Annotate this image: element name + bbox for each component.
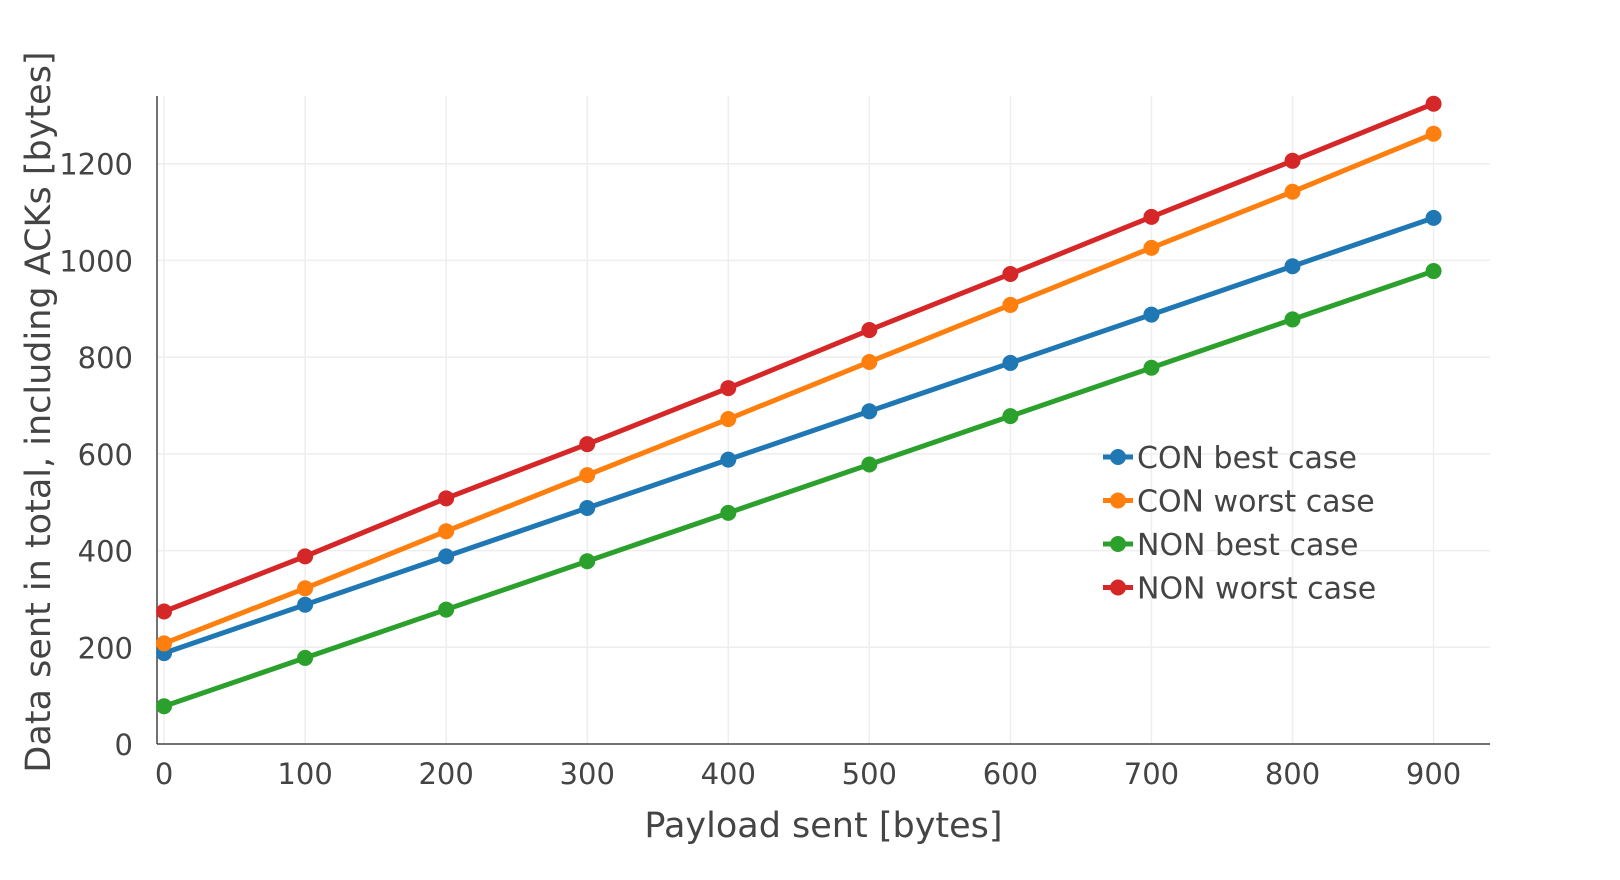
y-tick-labels: 0 200 400 600 800 1000 1200	[59, 148, 133, 762]
data-point	[1002, 265, 1019, 282]
data-point	[156, 603, 173, 620]
data-point	[297, 596, 314, 613]
legend-marker	[1110, 449, 1126, 465]
data-point	[1002, 408, 1019, 425]
data-point	[861, 353, 878, 370]
series-line	[161, 215, 1437, 656]
data-point	[297, 649, 314, 666]
x-tick-label: 800	[1265, 757, 1320, 791]
x-axis-title: Payload sent [bytes]	[644, 806, 1002, 846]
data-point	[720, 451, 737, 468]
data-point	[1143, 239, 1160, 256]
y-axis-title: Data sent in total, including ACKs [byte…	[19, 51, 59, 772]
data-point	[1143, 208, 1160, 225]
data-point	[156, 698, 173, 715]
data-point	[1284, 258, 1301, 275]
legend-marker	[1110, 579, 1126, 596]
data-point	[1143, 306, 1160, 323]
data-point	[156, 635, 173, 652]
data-point	[297, 580, 314, 597]
series-non-best-case	[156, 263, 1442, 715]
data-point	[1284, 311, 1301, 328]
series-group	[156, 95, 1442, 715]
x-tick-label: 200	[418, 757, 473, 791]
x-tick-label: 500	[842, 757, 897, 791]
data-point	[1284, 183, 1301, 200]
legend-item[interactable]: CON best case	[1103, 441, 1357, 476]
y-tick-label: 600	[78, 438, 133, 472]
series-non-worst-case	[156, 95, 1442, 620]
data-point	[1002, 296, 1019, 313]
data-point	[1425, 95, 1442, 112]
y-tick-label: 200	[78, 631, 133, 665]
data-point	[1425, 125, 1442, 142]
data-point	[720, 380, 737, 397]
y-tick-label: 800	[78, 341, 133, 375]
y-tick-label: 1200	[59, 148, 133, 182]
series-line	[161, 268, 1437, 709]
data-point	[1425, 209, 1442, 226]
data-point	[579, 553, 596, 570]
series-con-worst-case	[156, 125, 1442, 652]
data-point	[438, 548, 455, 565]
data-point	[1002, 354, 1019, 371]
legend-item[interactable]: CON worst case	[1103, 485, 1375, 520]
data-point	[438, 601, 455, 618]
y-tick-label: 400	[78, 535, 133, 569]
y-tick-label: 0	[115, 728, 133, 762]
data-point	[720, 411, 737, 428]
data-point	[438, 523, 455, 540]
data-point	[579, 467, 596, 484]
legend-marker	[1110, 492, 1126, 509]
legend-label: NON best case	[1137, 528, 1358, 563]
series-line	[161, 101, 1437, 614]
x-tick-label: 900	[1406, 757, 1461, 791]
x-tick-label: 0	[155, 757, 173, 791]
data-point	[579, 500, 596, 517]
data-point	[438, 490, 455, 507]
x-tick-label: 700	[1124, 757, 1179, 791]
x-tick-label: 100	[277, 757, 332, 791]
x-tick-label: 600	[983, 757, 1038, 791]
series-con-best-case	[156, 209, 1442, 662]
legend[interactable]: CON best case CON worst case NON best case…	[1103, 441, 1376, 607]
legend-item[interactable]: NON worst case	[1103, 572, 1376, 607]
data-point	[1425, 263, 1442, 280]
legend-marker	[1110, 536, 1126, 552]
data-point	[297, 548, 314, 565]
y-tick-label: 1000	[59, 244, 133, 278]
data-point	[720, 504, 737, 521]
data-point	[861, 403, 878, 420]
x-tick-labels: 0 100 200 300 400 500 600 700 800 900	[155, 757, 1461, 791]
data-point	[861, 322, 878, 339]
axes	[156, 96, 1490, 745]
data-point	[1143, 359, 1160, 376]
series-line	[161, 131, 1437, 646]
legend-label: CON worst case	[1137, 485, 1375, 520]
legend-label: CON best case	[1137, 441, 1357, 476]
data-point	[579, 436, 596, 453]
legend-label: NON worst case	[1137, 572, 1376, 607]
x-tick-label: 400	[701, 757, 756, 791]
x-tick-label: 300	[560, 757, 615, 791]
legend-item[interactable]: NON best case	[1103, 528, 1358, 563]
data-point	[1284, 152, 1301, 169]
data-point	[861, 456, 878, 473]
